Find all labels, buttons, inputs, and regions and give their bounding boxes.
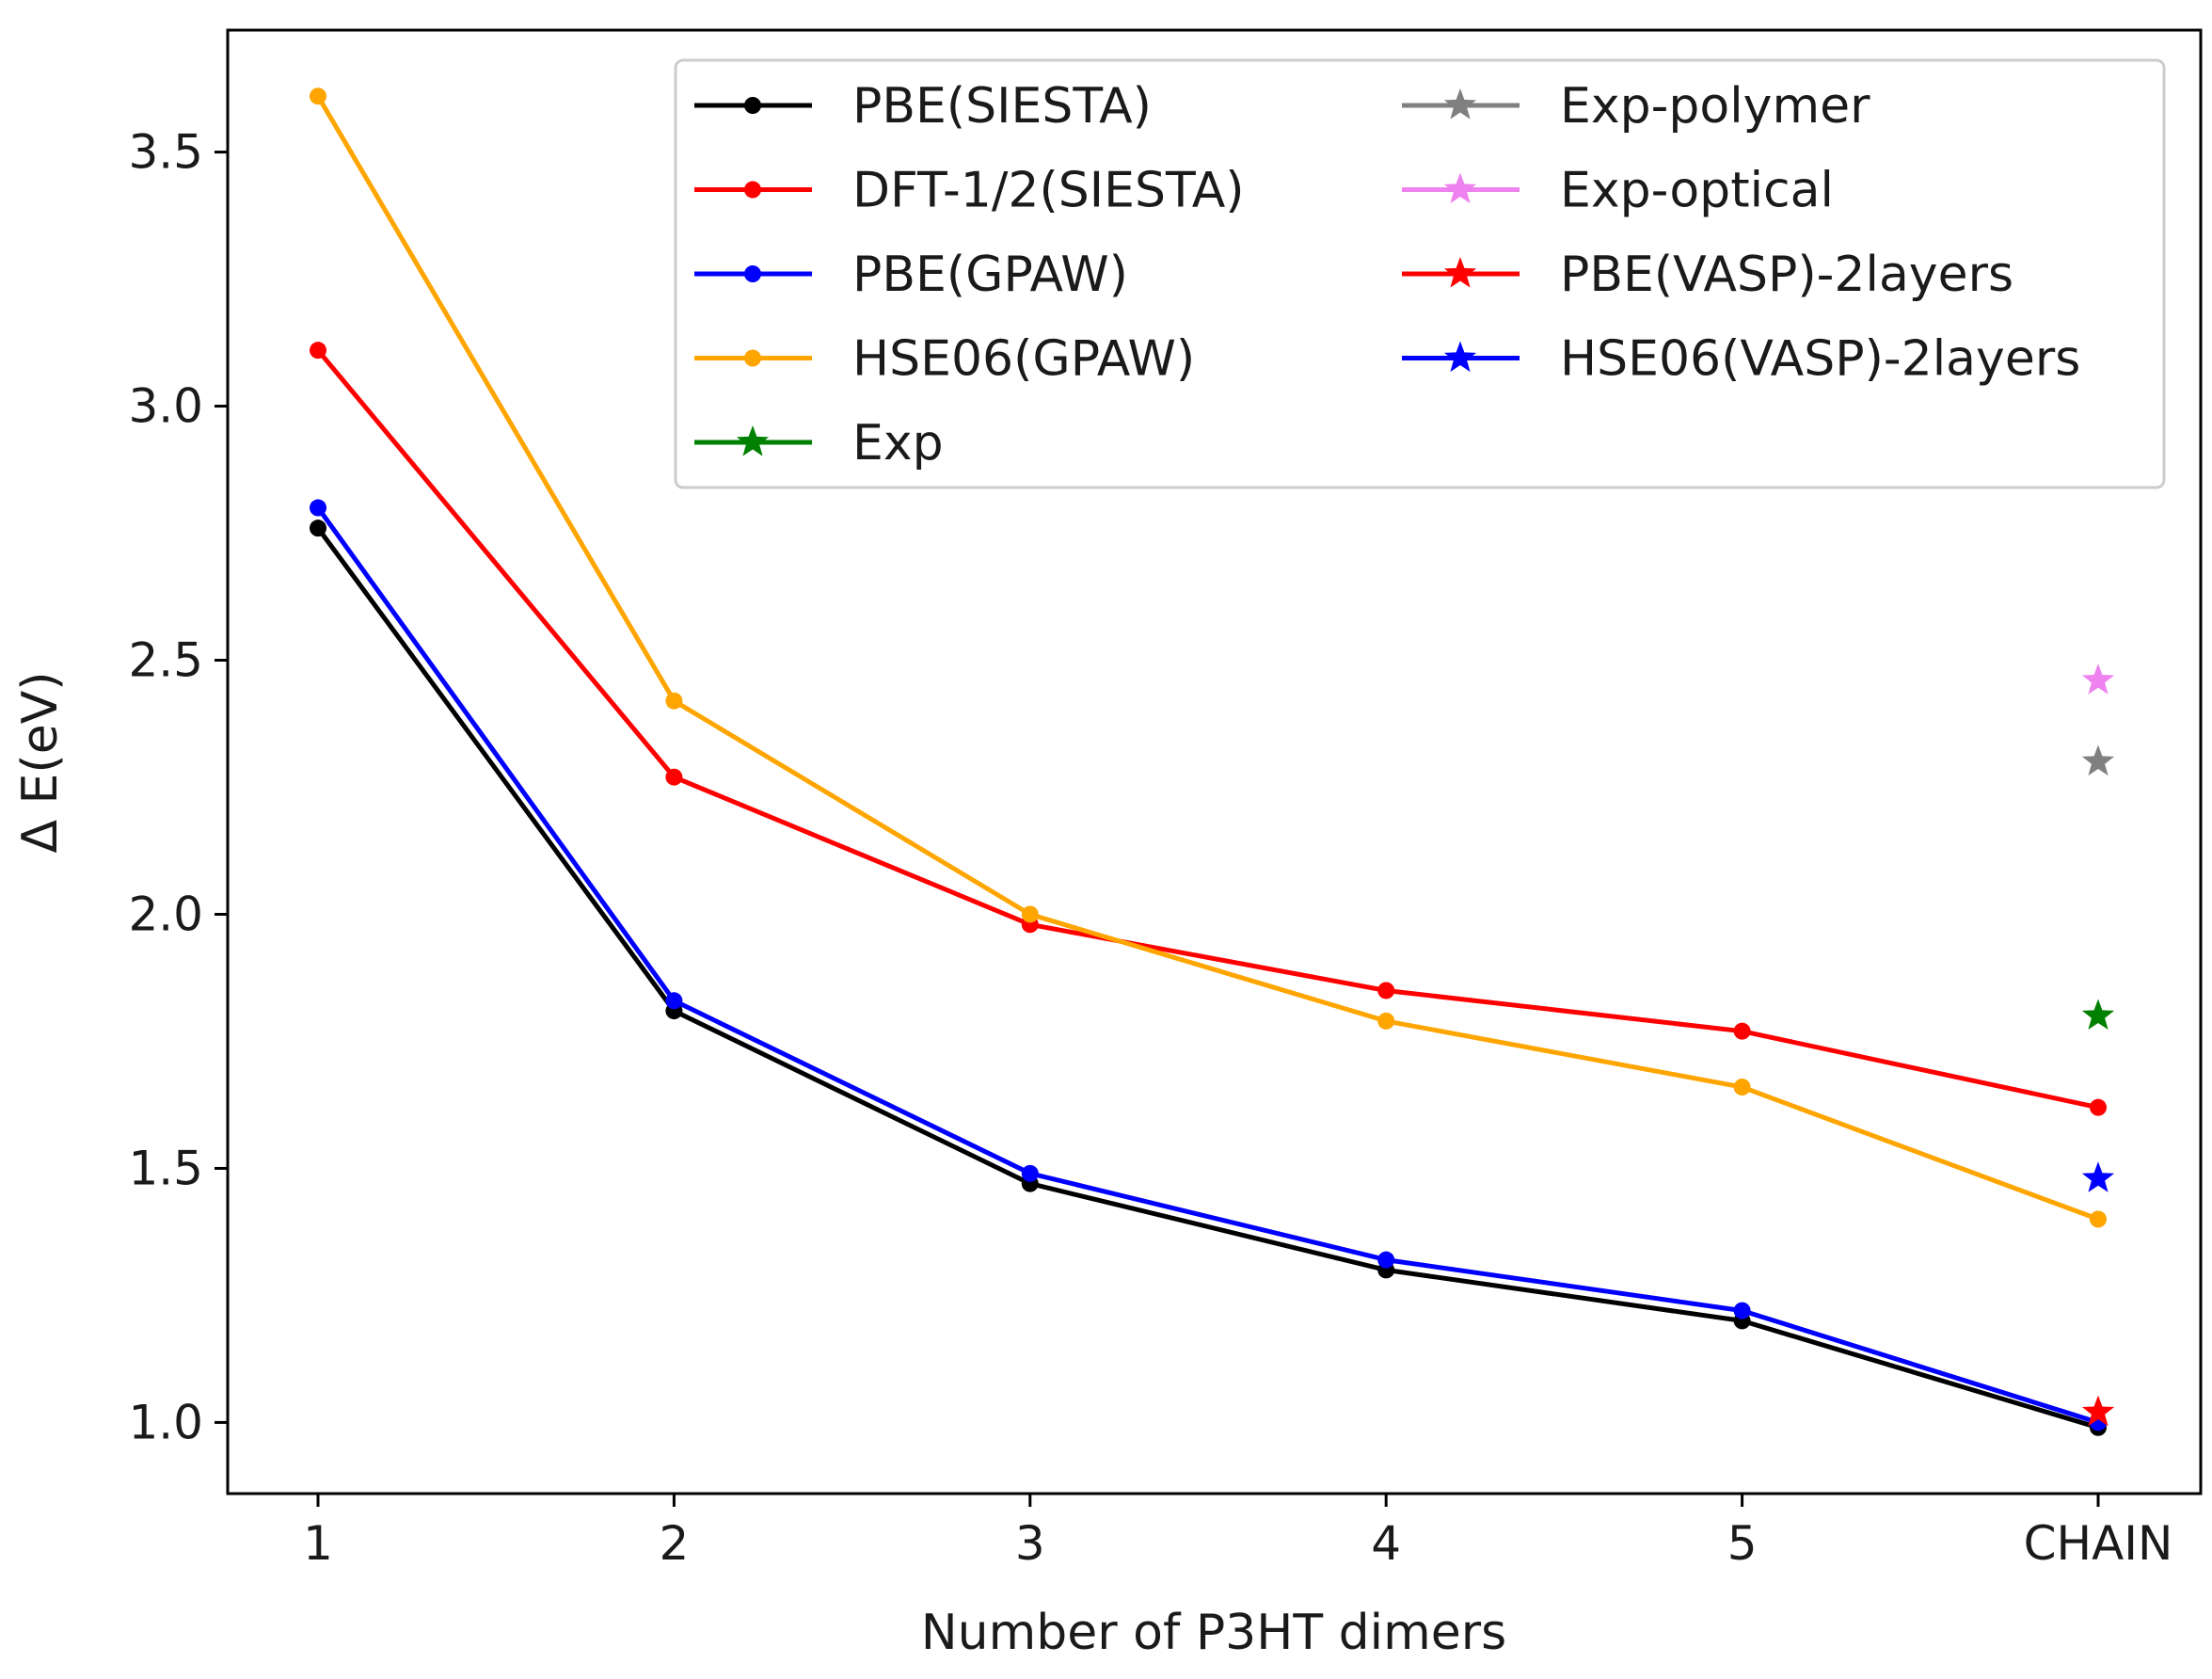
x-tick-label: 4 [1371,1516,1401,1571]
legend-marker [744,97,761,114]
legend-label: HSE06(VASP)-2layers [1560,331,2080,388]
legend-entry: PBE(SIESTA) [694,78,1152,135]
legend-label: PBE(VASP)-2layers [1560,247,2013,303]
data-point [665,768,683,786]
data-point-star [2081,999,2115,1030]
series-line [315,506,2099,1425]
x-tick-label: 3 [1015,1516,1045,1571]
y-tick-label: 1.0 [128,1395,203,1449]
data-point [310,342,326,360]
data-point [1377,982,1395,999]
data-point [310,88,326,105]
data-point [1733,1302,1751,1319]
data-point [665,992,683,1010]
legend-label: Exp-polymer [1560,78,1870,135]
legend-marker [744,181,761,199]
y-tick-label: 2.5 [128,633,203,688]
series-line [316,348,2099,1111]
y-tick-label: 3.5 [128,125,203,180]
data-point [1733,1079,1751,1096]
axes-layer: 1 2 3 4 5 CHAIN 1.0 1.5 2.0 2.5 3.0 3.5 [128,125,2172,1571]
data-point [1377,1251,1395,1269]
legend-label: DFT-1/2(SIESTA) [852,163,1245,219]
series-exp-polymer [2081,744,2115,776]
data-point [1021,905,1039,923]
x-tick-label: CHAIN [2024,1516,2173,1571]
series-line [315,94,2099,1222]
legend-label: HSE06(GPAW) [852,331,1195,388]
legend: PBE(SIESTA) DFT-1/2(SIESTA) PBE(GPAW) HSE06… [674,58,2166,489]
data-point [310,520,326,537]
legend-entry: Exp-optical [1402,163,1834,219]
legend-label: Exp [852,415,944,472]
legend-marker [744,265,761,282]
data-point-star [2081,664,2115,695]
series-line [315,526,2099,1431]
legend-entry: DFT-1/2(SIESTA) [694,163,1245,219]
series-pbe-vasp-2layers [2081,1395,2115,1427]
data-point-star [2081,1161,2115,1192]
data-layer [310,88,2115,1436]
data-point-star [2081,744,2115,776]
y-tick-label: 1.5 [128,1141,203,1195]
legend-marker-star [1443,257,1477,288]
legend-marker-star [1443,341,1477,373]
data-point [665,692,683,710]
data-point [1377,1012,1395,1030]
y-tick-label: 3.0 [128,379,203,434]
legend-marker-star [1443,88,1477,120]
series-dft-1-2-siesta [310,342,2107,1116]
data-point [1733,1022,1751,1040]
legend-entry: Exp-polymer [1402,78,1870,135]
series-hse06-gpaw [310,88,2107,1228]
legend-entry: HSE06(VASP)-2layers [1402,331,2080,388]
y-axis-label: Δ E(eV) [12,671,69,853]
series-exp [2081,999,2115,1030]
legend-entry: HSE06(GPAW) [694,331,1195,388]
x-tick-label: 1 [303,1516,333,1571]
data-point [2090,1098,2107,1116]
data-point [1021,1164,1039,1182]
x-tick-label: 5 [1727,1516,1758,1571]
series-hse06-vasp-2layers [2081,1161,2115,1192]
legend-entry: PBE(GPAW) [694,247,1128,303]
legend-marker [744,349,761,367]
series-exp-optical [2081,664,2115,695]
legend-label: PBE(GPAW) [852,247,1128,303]
x-axis-label: Number of P3HT dimers [921,1605,1506,1661]
data-point [310,499,326,517]
legend-label: Exp-optical [1560,163,1834,219]
legend-marker-star [736,425,770,456]
legend-entry: Exp [694,415,944,472]
legend-label: PBE(SIESTA) [852,78,1152,135]
x-tick-label: 2 [659,1516,689,1571]
data-point-star [2081,1395,2115,1427]
legend-entry: PBE(VASP)-2layers [1402,247,2013,303]
legend-marker-star [1443,172,1477,204]
data-point [2090,1210,2107,1228]
y-tick-label: 2.0 [128,887,203,941]
